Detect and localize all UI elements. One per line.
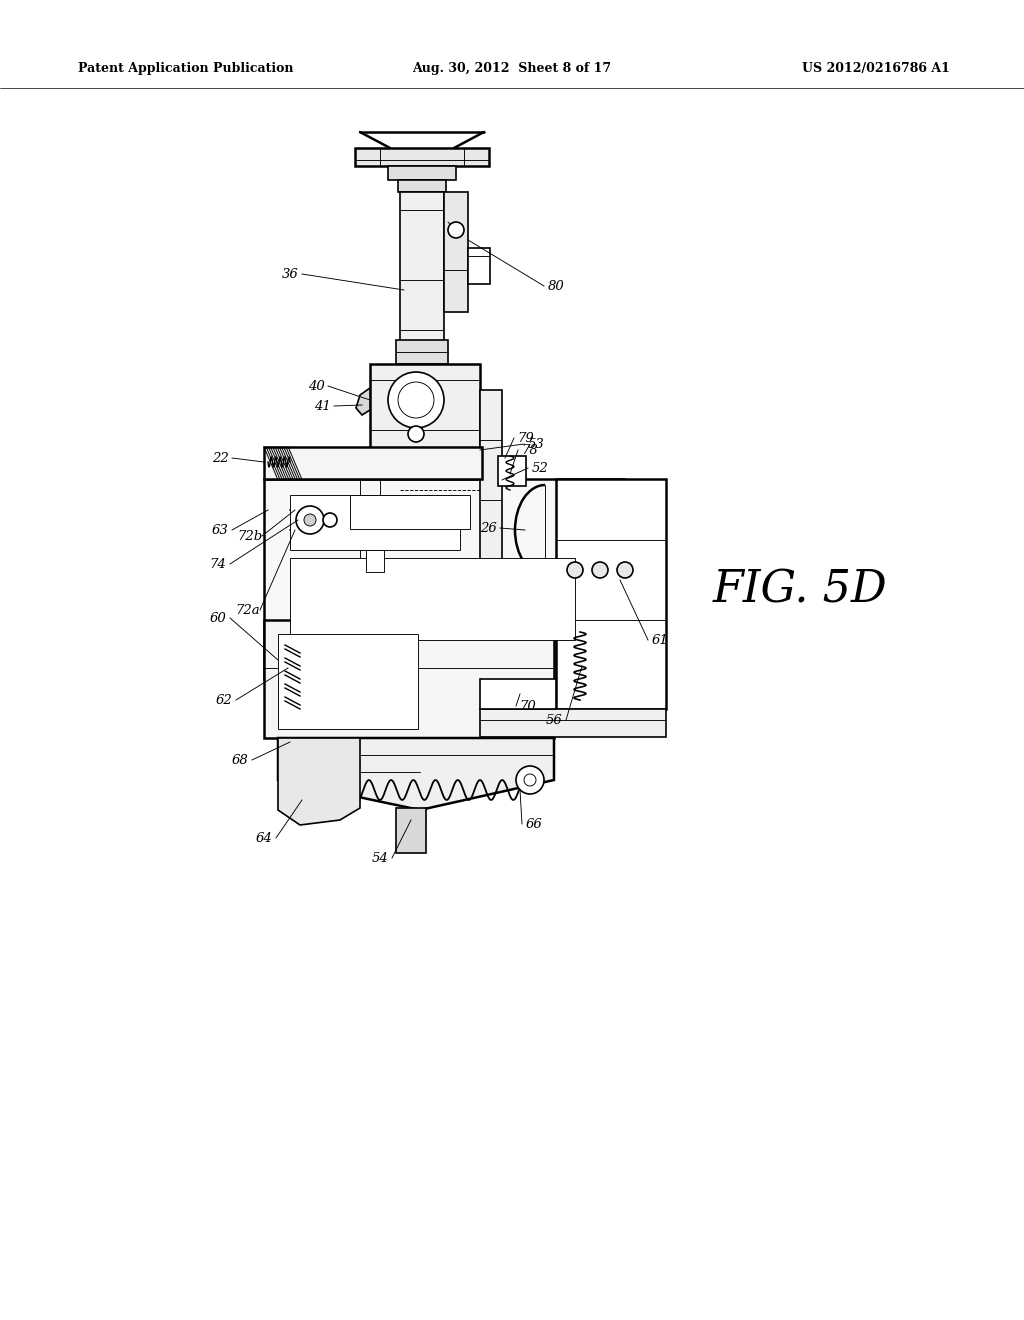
Text: Patent Application Publication: Patent Application Publication xyxy=(78,62,294,75)
Bar xyxy=(398,180,446,191)
Circle shape xyxy=(296,506,324,535)
Circle shape xyxy=(567,562,583,578)
Polygon shape xyxy=(278,738,554,810)
Text: 70: 70 xyxy=(519,700,537,713)
Bar xyxy=(370,364,480,449)
Text: 36: 36 xyxy=(282,268,298,281)
Text: 72a: 72a xyxy=(236,603,260,616)
Text: 68: 68 xyxy=(231,754,249,767)
Bar xyxy=(264,447,482,479)
Bar xyxy=(468,248,490,284)
Circle shape xyxy=(516,766,544,795)
Bar xyxy=(350,495,470,529)
Circle shape xyxy=(296,774,308,785)
Text: 66: 66 xyxy=(525,817,543,830)
Polygon shape xyxy=(356,388,370,414)
Text: 40: 40 xyxy=(307,380,325,392)
Text: 74: 74 xyxy=(210,557,226,570)
Bar xyxy=(396,341,449,364)
Text: 80: 80 xyxy=(548,280,564,293)
Polygon shape xyxy=(278,738,360,825)
Circle shape xyxy=(524,774,536,785)
Text: 79: 79 xyxy=(517,432,535,445)
Text: 64: 64 xyxy=(256,832,272,845)
Text: 52: 52 xyxy=(531,462,549,474)
Text: 60: 60 xyxy=(210,611,226,624)
Bar xyxy=(480,709,666,737)
Bar xyxy=(498,455,526,486)
Text: 61: 61 xyxy=(651,634,669,647)
Text: 41: 41 xyxy=(313,400,331,412)
Bar xyxy=(264,479,624,678)
Circle shape xyxy=(323,513,337,527)
Text: 26: 26 xyxy=(479,521,497,535)
Circle shape xyxy=(398,381,434,418)
Text: Aug. 30, 2012  Sheet 8 of 17: Aug. 30, 2012 Sheet 8 of 17 xyxy=(413,62,611,75)
Bar xyxy=(400,191,444,362)
Text: 56: 56 xyxy=(546,714,562,726)
Bar xyxy=(556,479,666,709)
Text: 22: 22 xyxy=(212,451,228,465)
Circle shape xyxy=(304,513,316,525)
Bar xyxy=(264,620,554,738)
Text: 62: 62 xyxy=(216,693,232,706)
Bar xyxy=(290,558,575,640)
Text: FIG. 5D: FIG. 5D xyxy=(713,569,888,611)
Circle shape xyxy=(449,222,464,238)
Text: 53: 53 xyxy=(527,437,545,450)
Circle shape xyxy=(288,766,316,795)
Text: 72b: 72b xyxy=(238,529,262,543)
Circle shape xyxy=(408,426,424,442)
Circle shape xyxy=(592,562,608,578)
Bar xyxy=(366,550,384,572)
Bar xyxy=(290,495,460,550)
Bar xyxy=(278,634,418,729)
Text: 78: 78 xyxy=(521,444,539,457)
Text: 54: 54 xyxy=(372,851,388,865)
Bar xyxy=(480,389,502,630)
Text: 63: 63 xyxy=(212,524,228,536)
Bar xyxy=(444,191,468,312)
Bar xyxy=(480,678,556,709)
Circle shape xyxy=(388,372,444,428)
Text: US 2012/0216786 A1: US 2012/0216786 A1 xyxy=(802,62,950,75)
Bar xyxy=(396,808,426,853)
Circle shape xyxy=(617,562,633,578)
Bar xyxy=(388,166,456,180)
Bar xyxy=(355,148,489,166)
